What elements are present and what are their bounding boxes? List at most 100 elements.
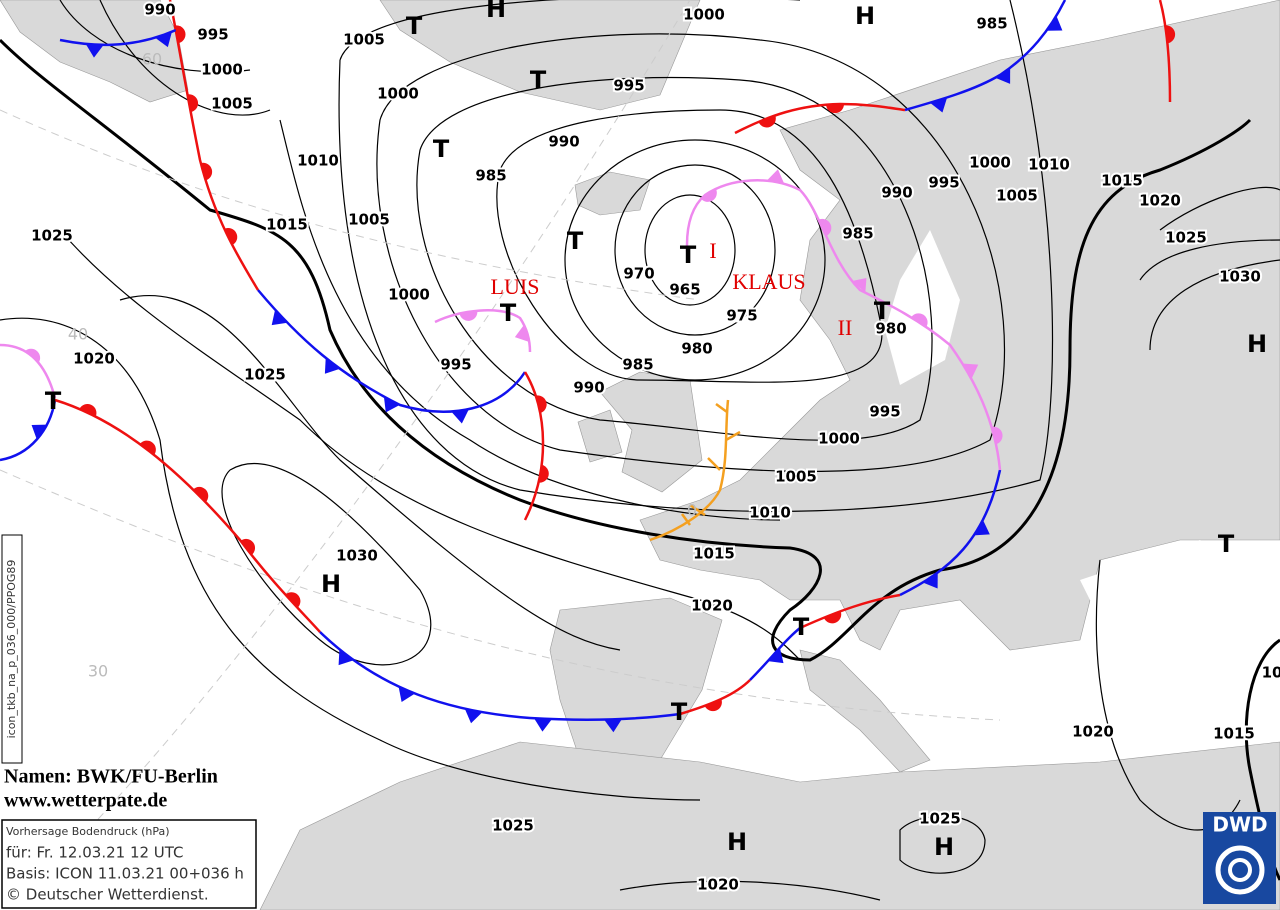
warm-front-symbol [701,188,717,202]
warm-front [1158,0,1172,103]
warm-front-symbol [1165,25,1176,44]
isobar-label: 1020 [697,876,739,894]
cold-front-symbol [973,519,990,536]
latitude-label: 60 [142,50,162,69]
isobar-label: 1020 [73,350,115,368]
iceland [574,171,651,216]
cold-front [899,469,1002,597]
cold-front-symbol [324,357,341,374]
isobar [0,317,701,801]
italy [799,649,931,773]
cold-front-symbol [271,309,288,326]
isobar-label: 990 [144,1,175,19]
cold-front [319,631,681,721]
isobar-label: 1000 [201,61,243,79]
warm-front-symbol [704,698,722,712]
isobar-label: 1030 [336,547,378,565]
low-pressure-label: T [680,241,697,269]
low-pressure-label: T [433,135,450,163]
isobar [221,463,432,666]
isobar [644,194,736,306]
isobar-label: 970 [623,265,654,283]
warm-front-symbol [758,115,776,128]
logo-background [1203,812,1276,904]
info-box-frame [1,819,257,909]
warm-front-symbol [187,94,199,113]
isobar [279,119,781,521]
cold-front-symbol [85,43,104,58]
warm-front [799,593,901,630]
warm-front-symbol [79,403,97,417]
isobar-label: 1010 [749,504,791,522]
cold-front-symbol [31,424,47,440]
isobar [564,139,826,381]
isobar-label: 1005 [348,211,390,229]
isobar-label: 1020 [1139,192,1181,210]
high-pressure-label: H [855,2,875,30]
credits: Namen: BWK/FU-Berlin www.wetterpate.de [4,766,218,812]
side-label: icon_tkb_na_p_036_000/PPOG89 [1,534,23,764]
isobar-label: 1030 [1219,268,1261,286]
isobar-label: 1025 [244,366,286,384]
cold-front [257,289,527,413]
info-title: Vorhersage Bodendruck (hPa) [6,825,170,838]
isobar-label: 975 [726,307,757,325]
cold-front-symbol [464,708,483,724]
dwd-logo: DWD [1203,812,1276,904]
isobar [899,815,986,874]
high-pressure-label: H [727,828,747,856]
isobar-label: 995 [440,356,471,374]
high-pressure-label: H [1247,330,1267,358]
warm-front [523,371,545,521]
warm-front-symbol [911,313,928,328]
baltic-sea [885,230,960,385]
warm-front [679,679,751,716]
latitude-label: 0 [687,501,697,520]
britain [599,371,703,493]
storm-name: I [709,238,716,263]
isobar [59,229,801,661]
isobar-label: 1015 [693,545,735,563]
cold-front-symbol [852,278,867,293]
cold-front-symbol [995,67,1011,84]
occluded-front [434,309,532,353]
isobar-label: 980 [681,340,712,358]
isobar-label: 1025 [492,817,534,835]
arctic-coast [379,0,701,111]
cold-front [749,627,801,681]
isobar-label: 995 [613,77,644,95]
isobar-label: 1020 [1072,723,1114,741]
warm-front-symbol [538,464,549,483]
cold-front-symbol [154,31,172,48]
isobar-label: 995 [197,26,228,44]
info-box: Vorhersage Bodendruck (hPa) für: Fr. 12.… [1,819,257,909]
europe [639,0,1280,651]
isobar-label: 985 [842,225,873,243]
isobar-label: 965 [669,281,700,299]
cold-front-symbol [766,169,785,185]
fronts [0,0,1176,733]
warm-front-symbol [139,440,156,455]
isobar-label: 1025 [31,227,73,245]
isobar-label: 1010 [1028,156,1070,174]
isobar-label: 1000 [683,6,725,24]
isobar-label: 1025 [1165,229,1207,247]
low-pressure-label: T [530,66,547,94]
warm-front-symbol [535,395,547,414]
isobar [338,0,1054,512]
logo-swirl [1215,845,1265,895]
isobar-label: 980 [875,320,906,338]
isobar-label: 1025 [919,810,961,828]
isobar-label: 1000 [377,85,419,103]
cold-front-symbol [514,324,530,343]
isobar-label: 1015 [1213,725,1255,743]
trough [649,399,741,542]
isobar [1149,259,1280,351]
logo-text: DWD [1212,813,1267,837]
warm-front-symbol [192,486,209,503]
isobar [1159,186,1280,231]
info-copyright: © Deutscher Wetterdienst. [6,886,209,904]
isobar-label: 1010 [297,152,339,170]
high-pressure-label: H [486,0,506,23]
low-pressure-label: T [671,698,688,726]
